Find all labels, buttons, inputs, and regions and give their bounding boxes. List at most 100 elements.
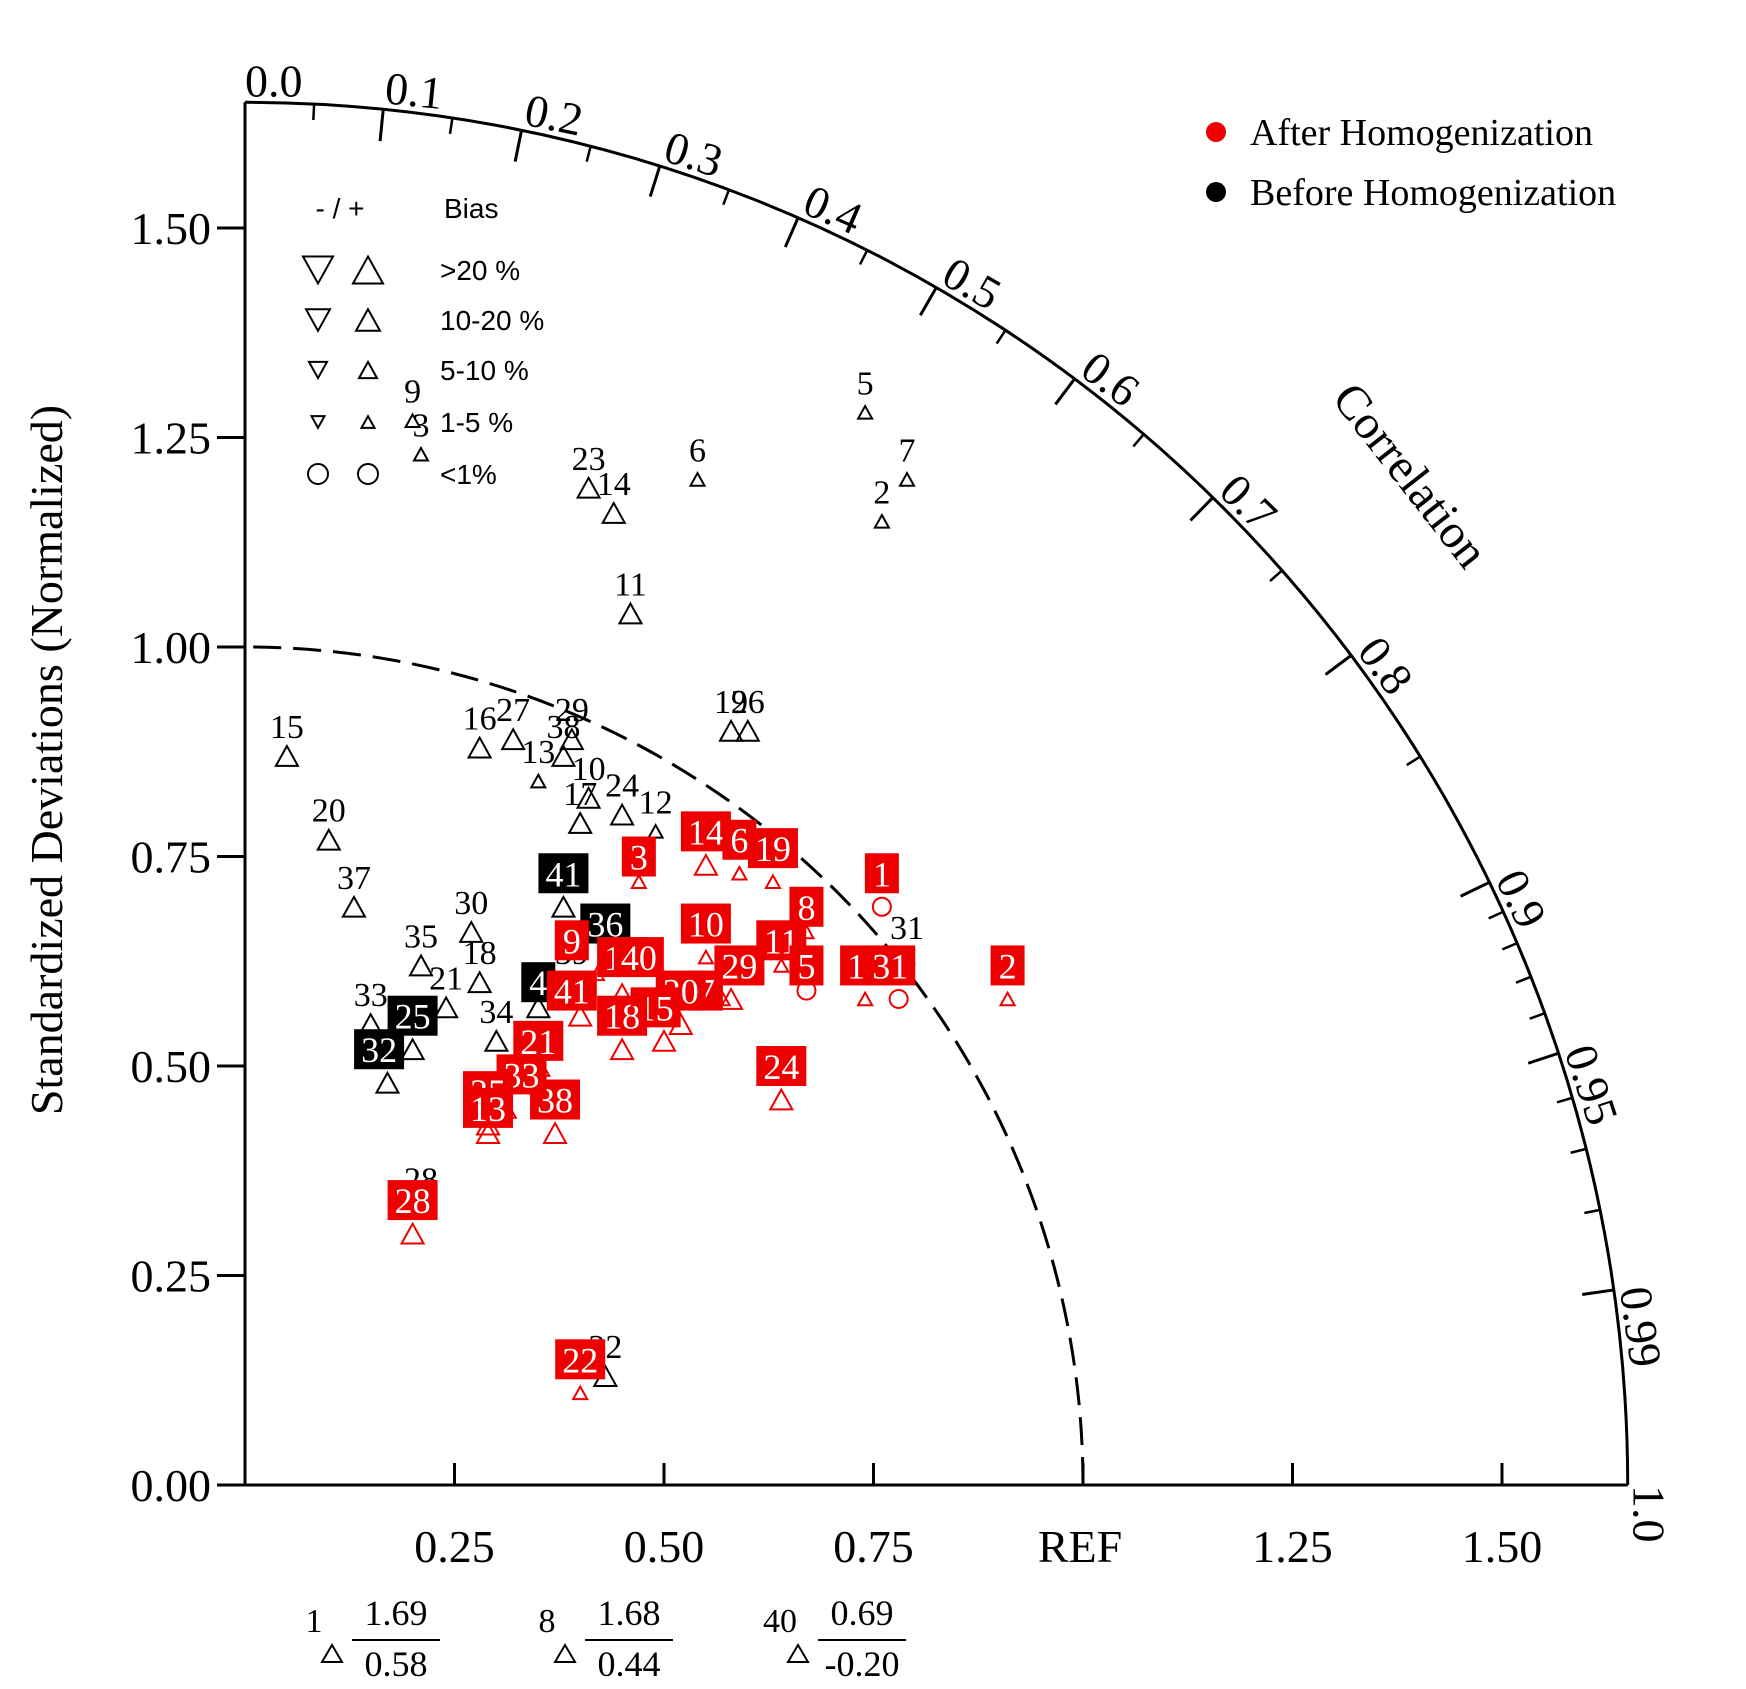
- correlation-tick-label: 0.2: [521, 84, 588, 145]
- before-marker: [601, 500, 627, 524]
- before-point-label: 5: [857, 365, 874, 402]
- before-point-label: 30: [454, 885, 488, 922]
- before-point-label: 31: [890, 910, 924, 947]
- before-marker: [341, 894, 367, 918]
- before-marker: [550, 894, 577, 918]
- bias-legend-sign: - / +: [315, 193, 364, 224]
- correlation-tick: [1054, 377, 1076, 406]
- after-point-label: 41: [554, 972, 590, 1012]
- bias-up-triangle-icon: [354, 307, 382, 332]
- after-point: 41: [546, 970, 597, 1027]
- after-marker: [693, 852, 719, 876]
- after-label-box: [680, 903, 731, 944]
- before-point-label: 35: [404, 918, 438, 955]
- correlation-tick-label: 0.99: [1610, 1283, 1672, 1370]
- x-tick-label: 1.25: [1252, 1521, 1333, 1572]
- after-marker: [871, 896, 892, 917]
- y-tick-label: 0.75: [131, 832, 212, 883]
- before-point: 21: [429, 960, 463, 1019]
- after-label-box: [597, 995, 648, 1036]
- after-label-box: [463, 1087, 514, 1128]
- bias-up-triangle-icon: [351, 254, 385, 285]
- after-label-box: [513, 1020, 564, 1061]
- bias-legend-label: <1%: [440, 459, 497, 490]
- off-scale-id: 1: [306, 1603, 323, 1640]
- before-marker: [399, 1037, 426, 1061]
- before-marker: [898, 471, 916, 487]
- before-point-label: 38: [546, 709, 580, 746]
- before-point-label: 16: [463, 701, 497, 738]
- before-point-label: 14: [597, 466, 631, 503]
- after-point: 1: [864, 853, 899, 917]
- before-point-label: 19: [714, 684, 748, 721]
- correlation-tick-label: 0.7: [1210, 464, 1287, 541]
- after-point: 3: [621, 836, 656, 889]
- before-point: 23: [572, 441, 606, 499]
- correlation-tick: [648, 165, 662, 197]
- correlation-tick-label: 1.0: [1624, 1485, 1675, 1543]
- before-point-label: 12: [639, 784, 673, 821]
- after-label-box: [990, 945, 1025, 986]
- after-point: 19: [747, 828, 798, 889]
- before-marker: [483, 1028, 510, 1052]
- before-marker: [466, 735, 493, 759]
- after-label-box: [865, 945, 916, 986]
- off-scale-notes: 1 1.69 0.58 8 1.68 0.44 40 0.69 -0.20: [306, 1593, 906, 1684]
- before-marker: [873, 512, 891, 529]
- after-point-label: 18: [604, 997, 640, 1037]
- after-point: 24: [756, 1046, 807, 1111]
- after-label-box: [864, 853, 899, 894]
- before-point: 35: [404, 918, 438, 977]
- axis-ticks: 0.000.250.500.751.001.251.500.25 0.50 0.75…: [131, 55, 1675, 1572]
- before-point-label: 41: [545, 854, 581, 894]
- after-marker: [630, 873, 648, 889]
- off-scale-triangle-icon: [320, 1643, 344, 1663]
- correlation-minor-tick: [722, 189, 731, 206]
- y-tick-label: 1.00: [131, 622, 212, 673]
- before-point-label: 17: [563, 776, 597, 813]
- before-point: 15: [270, 709, 304, 767]
- before-point-label: 3: [412, 407, 429, 444]
- after-label-box: [387, 1180, 438, 1221]
- correlation-minor-tick: [448, 117, 454, 134]
- before-marker: [466, 970, 493, 994]
- after-point-label: 19: [755, 829, 791, 869]
- after-point: 22: [555, 1339, 606, 1401]
- after-point: 28: [387, 1180, 438, 1245]
- legend: After Homogenization Before Homogenizatio…: [301, 112, 1616, 490]
- after-point: 9: [554, 920, 606, 982]
- before-marker: [856, 404, 874, 420]
- before-point: 2: [873, 474, 891, 529]
- before-marker: [412, 445, 430, 462]
- before-point: 19: [714, 684, 748, 742]
- correlation-tick-label: 0.3: [659, 121, 729, 187]
- before-point-label: 33: [354, 977, 388, 1014]
- off-scale-std: 1.69: [365, 1593, 428, 1633]
- after-marker: [399, 1221, 426, 1245]
- off-scale-corr: 0.44: [598, 1644, 661, 1684]
- bias-legend-label: >20 %: [440, 255, 520, 286]
- before-point: 3: [412, 407, 430, 462]
- after-marker: [630, 990, 648, 1007]
- after-point: 18: [597, 995, 648, 1061]
- before-point: 34: [479, 994, 513, 1052]
- after-point-label: 3: [630, 838, 648, 878]
- before-point-label: 26: [731, 684, 765, 721]
- correlation-tick-label: 0.0: [245, 55, 303, 106]
- correlation-minor-tick: [1556, 1096, 1573, 1104]
- correlation-minor-tick: [858, 249, 869, 266]
- ref-dashed-arc: [244, 645, 1085, 1486]
- after-label-box: [789, 945, 824, 986]
- bias-down-triangle-icon: [301, 255, 335, 286]
- after-marker: [888, 988, 909, 1009]
- after-legend-dot: [1206, 122, 1226, 142]
- before-point: 30: [454, 885, 488, 943]
- before-point-label: 29: [555, 692, 589, 729]
- before-point: 9: [403, 374, 422, 429]
- correlation-tick-label: 0.95: [1555, 1039, 1629, 1131]
- correlation-minor-tick: [1584, 1208, 1601, 1215]
- after-point-label: 40: [621, 938, 657, 978]
- before-marker: [688, 471, 707, 487]
- bias-legend-label: 10-20 %: [440, 305, 544, 336]
